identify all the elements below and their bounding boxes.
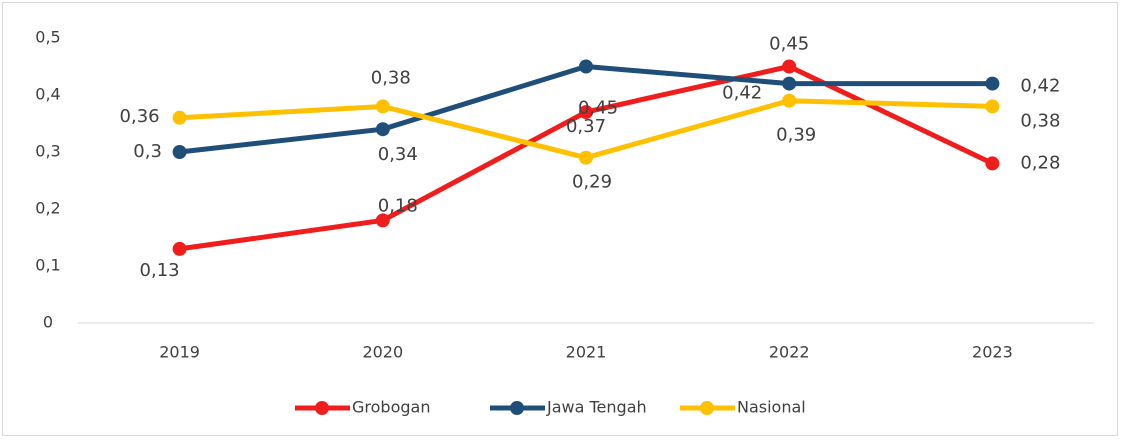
x-tick-label: 2022 (769, 343, 810, 362)
data-point (985, 156, 1000, 171)
data-label: 0,45 (769, 34, 809, 55)
x-tick-label: 2021 (566, 343, 607, 362)
data-point (375, 122, 390, 137)
y-tick-label: 0,5 (35, 28, 60, 47)
data-label: 0,3 (133, 141, 162, 162)
data-label: 0,34 (378, 144, 418, 165)
data-point (782, 76, 797, 91)
data-label: 0,18 (378, 195, 418, 216)
y-tick-label: 0,3 (35, 142, 60, 161)
data-label: 0,38 (1020, 110, 1060, 131)
x-tick-label: 2023 (972, 343, 1013, 362)
data-label: 0,29 (572, 172, 612, 193)
data-point (375, 99, 390, 114)
data-label: 0,42 (722, 83, 762, 104)
data-point (782, 93, 797, 108)
legend-label: Jawa Tengah (546, 398, 647, 417)
legend-label: Grobogan (352, 398, 430, 417)
data-point (172, 145, 187, 159)
data-label: 0,13 (140, 260, 180, 281)
data-point (579, 59, 593, 74)
x-tick-label: 2019 (159, 343, 200, 362)
data-point (985, 76, 1000, 91)
y-tick-label: 0 (43, 313, 53, 332)
data-label: 0,39 (776, 125, 816, 146)
data-point (172, 241, 187, 256)
chart-frame (2, 2, 1118, 436)
data-label: 0,45 (578, 98, 618, 119)
data-label: 0,42 (1020, 76, 1060, 97)
y-tick-label: 0,4 (35, 85, 60, 104)
data-point (172, 110, 187, 125)
data-label: 0,37 (566, 116, 606, 137)
data-point (579, 150, 593, 165)
legend-marker (510, 401, 524, 415)
data-label: 0,38 (371, 67, 411, 88)
data-point (579, 105, 593, 120)
data-label: 0,36 (120, 106, 160, 127)
data-point (985, 99, 1000, 114)
legend-marker (700, 401, 714, 415)
legend-marker (315, 401, 329, 415)
data-point (782, 59, 797, 74)
data-point (375, 213, 390, 228)
y-tick-label: 0,1 (35, 256, 60, 275)
data-label: 0,28 (1020, 152, 1060, 173)
y-tick-label: 0,2 (35, 199, 60, 218)
legend-label: Nasional (737, 398, 806, 417)
x-tick-label: 2020 (362, 343, 403, 362)
